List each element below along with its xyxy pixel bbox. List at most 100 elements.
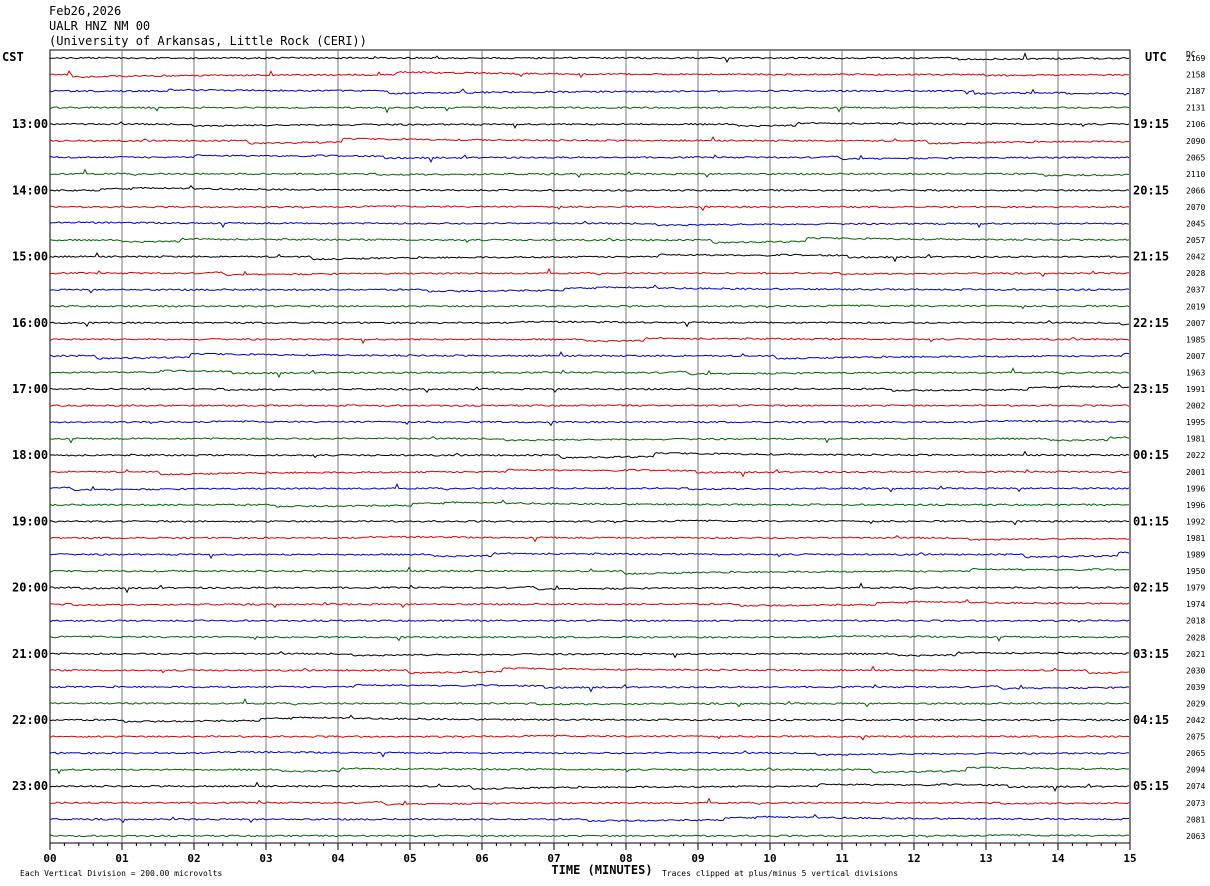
dc-value-17: 1985: [1186, 335, 1205, 344]
dc-value-40: 2042: [1186, 716, 1205, 725]
dc-value-46: 2081: [1186, 815, 1205, 824]
dc-value-44: 2074: [1186, 782, 1205, 791]
dc-value-18: 2007: [1186, 352, 1205, 361]
dc-value-9: 2070: [1186, 203, 1205, 212]
dc-value-1: 2158: [1186, 71, 1205, 80]
x-tick-label-11: 11: [835, 852, 849, 865]
dc-value-24: 2022: [1186, 451, 1205, 460]
dc-value-25: 2001: [1186, 468, 1205, 477]
cst-hour-label-7: 20:00: [12, 581, 48, 595]
utc-hour-label-2: 21:15: [1133, 250, 1169, 264]
trace-30: [49, 551, 1130, 560]
trace-5: [49, 135, 1130, 145]
dc-value-22: 1995: [1186, 418, 1205, 427]
trace-36: [49, 650, 1130, 659]
trace-6: [49, 154, 1130, 164]
trace-0: [49, 52, 1130, 64]
x-tick-label-05: 05: [403, 852, 416, 865]
dc-value-16: 2007: [1186, 319, 1205, 328]
dc-value-2: 2187: [1186, 87, 1205, 96]
dc-value-30: 1989: [1186, 551, 1205, 560]
cst-hour-label-5: 18:00: [12, 448, 48, 462]
dc-value-11: 2057: [1186, 236, 1205, 245]
trace-47: [49, 834, 1130, 838]
x-tick-label-14: 14: [1051, 852, 1065, 865]
utc-hour-label-9: 04:15: [1133, 713, 1169, 727]
dc-value-26: 1996: [1186, 484, 1205, 493]
cst-hour-label-1: 14:00: [12, 183, 48, 197]
dc-value-5: 2090: [1186, 137, 1205, 146]
trace-28: [49, 519, 1130, 526]
trace-40: [49, 714, 1130, 723]
cst-hour-label-0: 13:00: [12, 117, 48, 131]
dc-value-41: 2075: [1186, 733, 1205, 742]
dc-value-45: 2073: [1186, 799, 1205, 808]
dc-value-21: 2002: [1186, 402, 1205, 411]
x-axis-title: TIME (MINUTES): [551, 863, 652, 877]
dc-value-23: 1981: [1186, 435, 1205, 444]
trace-43: [49, 766, 1130, 775]
chart-grid: [49, 49, 1131, 850]
date-label: Feb26,2026: [49, 4, 122, 18]
trace-23: [49, 435, 1130, 444]
cst-hour-label-3: 16:00: [12, 316, 48, 330]
trace-22: [49, 419, 1130, 427]
trace-14: [49, 284, 1130, 294]
dc-value-6: 2065: [1186, 153, 1205, 162]
trace-41: [49, 734, 1130, 741]
trace-35: [49, 634, 1130, 642]
x-tick-label-01: 01: [115, 852, 129, 865]
utc-hour-label-0: 19:15: [1133, 117, 1169, 131]
trace-1: [49, 70, 1130, 79]
dc-value-4: 2106: [1186, 120, 1205, 129]
dc-value-33: 1974: [1186, 600, 1205, 609]
clip-note: Traces clipped at plus/minus 5 vertical …: [662, 869, 898, 878]
dc-value-7: 2110: [1186, 170, 1205, 179]
cst-hour-label-4: 17:00: [12, 382, 48, 396]
x-tick-label-07: 07: [547, 852, 560, 865]
dc-value-43: 2094: [1186, 766, 1205, 775]
trace-20: [49, 383, 1130, 394]
trace-2: [49, 88, 1130, 96]
x-tick-label-13: 13: [979, 852, 992, 865]
dc-value-39: 2029: [1186, 699, 1205, 708]
utc-hour-label-10: 05:15: [1133, 779, 1169, 793]
trace-21: [49, 404, 1130, 407]
utc-hour-label-7: 02:15: [1133, 581, 1169, 595]
utc-hour-label-8: 03:15: [1133, 647, 1169, 661]
dc-value-35: 2028: [1186, 633, 1205, 642]
x-tick-label-04: 04: [331, 852, 345, 865]
dc-value-13: 2028: [1186, 269, 1205, 278]
trace-group: [49, 52, 1130, 838]
trace-12: [49, 251, 1130, 263]
trace-3: [49, 105, 1130, 114]
trace-17: [49, 336, 1130, 345]
utc-hour-label-5: 00:15: [1133, 448, 1169, 462]
dc-value-14: 2037: [1186, 286, 1205, 295]
trace-13: [49, 267, 1130, 278]
dc-value-32: 1979: [1186, 584, 1205, 593]
scale-note: Each Vertical Division = 200.00 microvol…: [20, 869, 222, 878]
dc-value-19: 1963: [1186, 368, 1205, 377]
trace-45: [49, 797, 1130, 806]
utc-hour-label-6: 01:15: [1133, 514, 1169, 528]
x-tick-label-06: 06: [475, 852, 489, 865]
dc-value-0: 2169: [1186, 54, 1205, 63]
dc-value-31: 1950: [1186, 567, 1205, 576]
label-group: 00 01 02 03 04 05 06 07 08 09 10 11 12 13 14 15 2169 2158…: [2, 50, 1205, 878]
trace-11: [49, 236, 1130, 244]
dc-value-20: 1991: [1186, 385, 1205, 394]
trace-8: [49, 185, 1130, 192]
trace-42: [49, 750, 1130, 758]
utc-hour-label-1: 20:15: [1133, 183, 1169, 197]
trace-46: [49, 813, 1130, 824]
dc-value-36: 2021: [1186, 650, 1205, 659]
trace-15: [49, 304, 1130, 310]
trace-37: [49, 665, 1130, 675]
institution-label: (University of Arkansas, Little Rock (CE…: [49, 34, 367, 48]
x-tick-label-12: 12: [907, 852, 920, 865]
dc-value-12: 2042: [1186, 253, 1205, 262]
dc-value-42: 2065: [1186, 749, 1205, 758]
utc-label: UTC: [1145, 50, 1167, 64]
